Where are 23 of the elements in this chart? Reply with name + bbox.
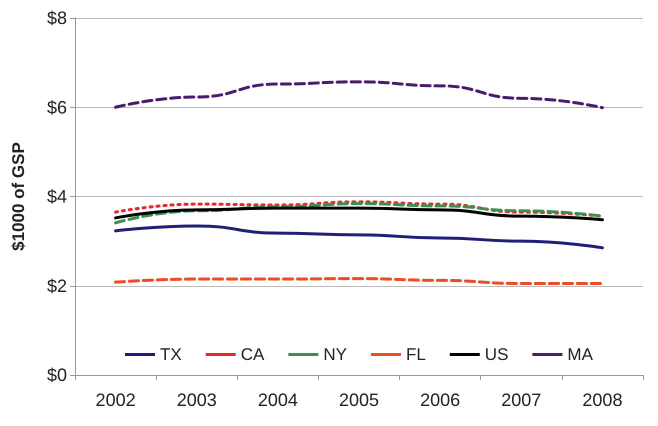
legend-label: FL xyxy=(406,345,426,364)
legend-label: MA xyxy=(567,345,594,364)
line-series xyxy=(114,224,604,250)
y-axis-title: $1000 of GSP xyxy=(9,142,28,251)
line-series xyxy=(114,80,604,110)
legend-label: NY xyxy=(323,345,347,364)
line-series xyxy=(114,206,604,222)
x-tick-label: 2005 xyxy=(338,390,380,410)
x-tick-label: 2006 xyxy=(420,390,460,410)
y-tick-label: $8 xyxy=(46,8,67,28)
x-tick-label: 2008 xyxy=(582,390,622,410)
y-tick-label: $4 xyxy=(46,186,67,206)
x-tick-label: 2002 xyxy=(96,390,136,410)
y-tick-label: $2 xyxy=(46,276,67,296)
x-tick-label: 2003 xyxy=(176,390,217,410)
legend-label: CA xyxy=(240,345,265,364)
x-tick-label: 2007 xyxy=(501,390,542,410)
line-series xyxy=(114,200,604,218)
legend-label: US xyxy=(484,345,508,364)
y-tick-label: $0 xyxy=(46,365,67,385)
y-tick-label: $6 xyxy=(46,97,67,118)
legend-label: TX xyxy=(160,345,182,364)
x-tick-label: 2004 xyxy=(258,390,298,410)
